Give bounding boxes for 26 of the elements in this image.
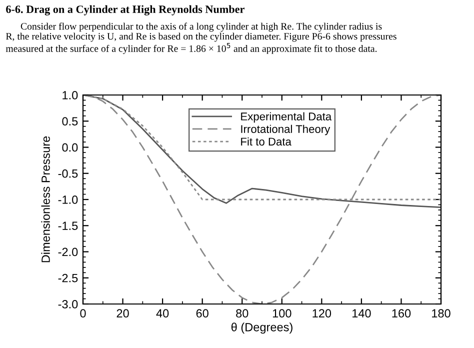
y-tick-label: -3.0 bbox=[58, 300, 78, 308]
x-tick-label: 120 bbox=[312, 309, 332, 318]
y-tick-label: -1.5 bbox=[58, 222, 78, 230]
chart-title: 6-6. Drag on a Cylinder at High Reynolds Number bbox=[6, 5, 244, 16]
y-tick-label: -1.0 bbox=[58, 196, 78, 204]
y-tick-label: 0.5 bbox=[62, 117, 78, 126]
y-tick-label: 1.0 bbox=[62, 91, 78, 100]
x-axis-title: θ (Degrees) bbox=[231, 322, 292, 334]
y-axis-title: Dimensionless Pressure bbox=[41, 136, 50, 262]
x-tick-label: 80 bbox=[236, 309, 248, 318]
legend-label: Fit to Data bbox=[241, 137, 292, 146]
y-tick-label: -2.0 bbox=[58, 248, 78, 256]
x-tick-label: 40 bbox=[156, 309, 169, 318]
y-tick-label: 0.0 bbox=[62, 143, 78, 152]
legend-label: Experimental Data bbox=[241, 112, 332, 123]
x-tick-label: 140 bbox=[352, 309, 371, 318]
y-tick-label: -0.5 bbox=[58, 169, 78, 178]
x-tick-label: 60 bbox=[196, 309, 208, 318]
x-tick-label: 0 bbox=[80, 309, 86, 318]
chart-subtitle: Consider flow perpendicular to the axis of a long cylinder at high Re. The cylinder radius is R, the relative velocity is U, and Re is based on the cylinder diameter. Figure P6-6 shows pressures measured at the surface of a cylinder for Re = 1.86 × 10$^{5}$ and an approximate fit to those data. bbox=[6, 22, 396, 54]
y-tick-label: -2.5 bbox=[58, 274, 78, 282]
x-tick-label: 20 bbox=[116, 309, 129, 318]
x-tick-label: 160 bbox=[392, 309, 411, 318]
x-tick-label: 180 bbox=[432, 309, 450, 318]
legend-label: Irrotational Theory bbox=[241, 124, 330, 136]
x-tick-label: 100 bbox=[272, 309, 292, 318]
